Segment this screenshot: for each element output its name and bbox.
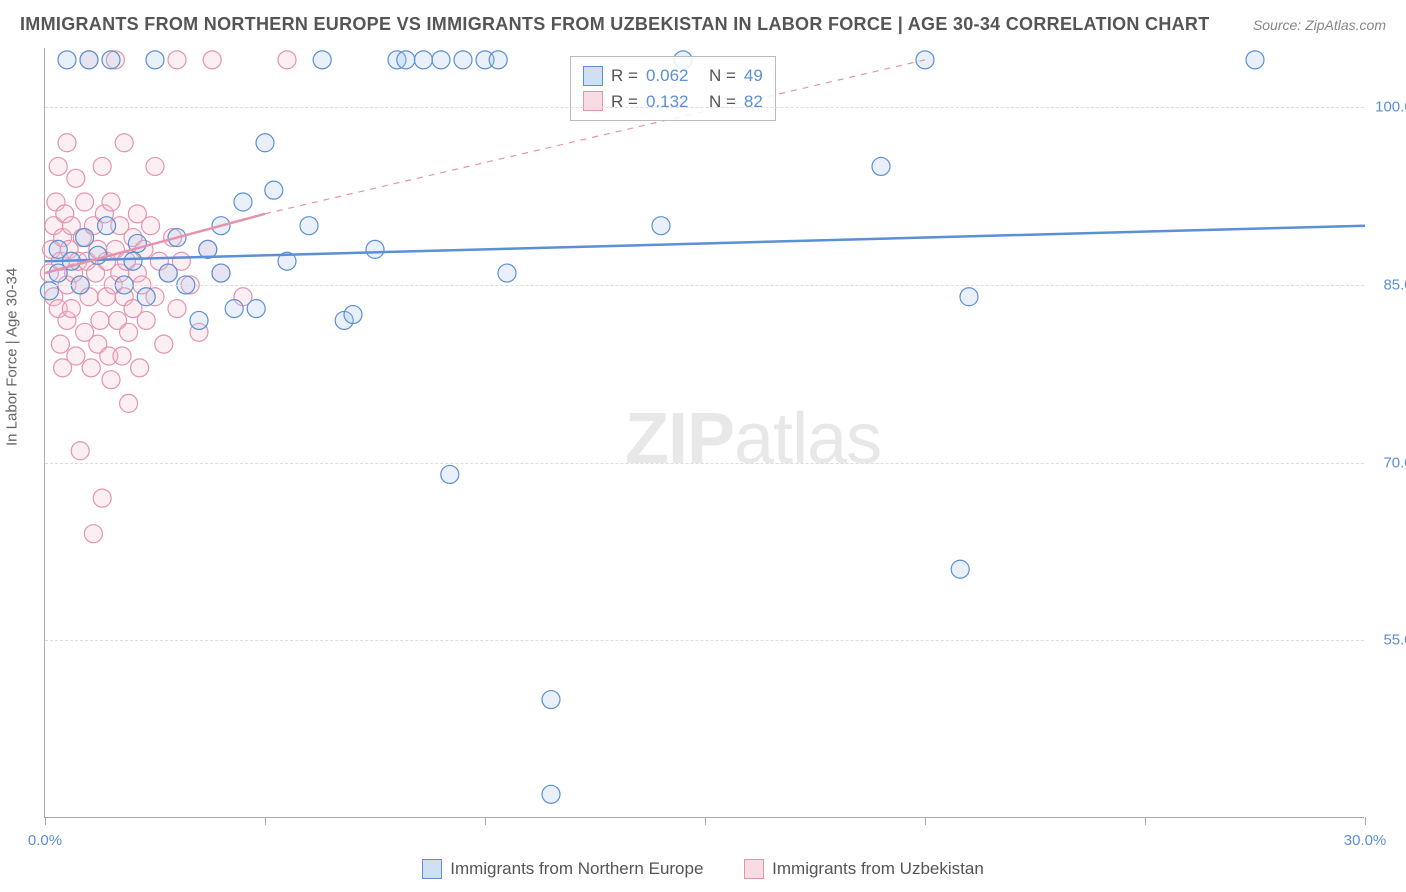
stats-row-blue: R = 0.062 N = 49 (583, 63, 763, 89)
swatch-blue-icon (583, 66, 603, 86)
legend-item-pink: Immigrants from Uzbekistan (744, 859, 984, 879)
swatch-pink-icon (583, 91, 603, 111)
y-axis-label: In Labor Force | Age 30-34 (4, 268, 21, 446)
source-citation: Source: ZipAtlas.com (1253, 17, 1386, 33)
r-label: R = (611, 63, 638, 89)
scatter-plot (45, 48, 1365, 818)
swatch-blue-icon (422, 859, 442, 879)
r-value-pink: 0.132 (646, 89, 701, 115)
chart-title: IMMIGRANTS FROM NORTHERN EUROPE VS IMMIG… (20, 14, 1210, 35)
n-label: N = (709, 89, 736, 115)
n-label: N = (709, 63, 736, 89)
legend-item-blue: Immigrants from Northern Europe (422, 859, 703, 879)
legend-label-blue: Immigrants from Northern Europe (450, 859, 703, 879)
r-value-blue: 0.062 (646, 63, 701, 89)
bottom-legend: Immigrants from Northern Europe Immigran… (0, 859, 1406, 884)
legend-label-pink: Immigrants from Uzbekistan (772, 859, 984, 879)
chart-plot-area: ZIPatlas R = 0.062 N = 49 R = 0.132 N = … (44, 48, 1364, 818)
n-value-blue: 49 (744, 63, 763, 89)
swatch-pink-icon (744, 859, 764, 879)
n-value-pink: 82 (744, 89, 763, 115)
stats-row-pink: R = 0.132 N = 82 (583, 89, 763, 115)
stats-legend-box: R = 0.062 N = 49 R = 0.132 N = 82 (570, 56, 776, 121)
r-label: R = (611, 89, 638, 115)
